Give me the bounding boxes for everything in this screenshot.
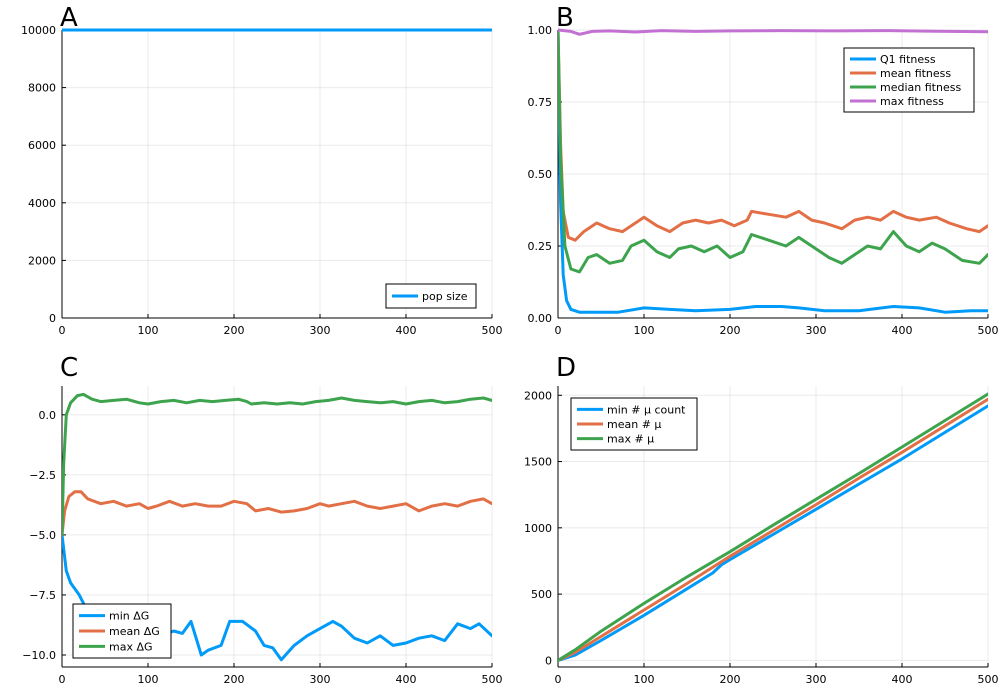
legend-entry: pop size: [422, 290, 468, 303]
y-tick-label: 2000: [524, 389, 552, 402]
x-tick-label: 0: [59, 324, 66, 337]
y-tick-label: −5.0: [29, 529, 56, 542]
series-line-min-count: [558, 404, 988, 662]
x-tick-label: 200: [720, 673, 741, 686]
y-tick-label: −10.0: [22, 649, 56, 662]
x-tick-label: 400: [892, 673, 913, 686]
x-tick-label: 100: [138, 673, 159, 686]
x-tick-label: 100: [634, 673, 655, 686]
legend: pop size: [385, 283, 477, 309]
series-line-median-fitness: [558, 28, 988, 274]
x-tick-label: 300: [806, 673, 827, 686]
x-tick-label: 400: [396, 673, 417, 686]
panel-d: D 0 100 200 300 400 500 0 500 1000 1500 2000 min # μ…: [524, 353, 999, 686]
panel-a: A 0 100 200 300 400 500 0 2000 4000 6000 8000 10000 p…: [21, 3, 503, 337]
x-tick-label: 200: [224, 324, 245, 337]
x-tick-label: 500: [978, 324, 999, 337]
series-line-max-fitness: [558, 28, 988, 36]
panel-label: D: [556, 353, 576, 383]
x-tick-label: 0: [555, 324, 562, 337]
y-tick-label: 4000: [28, 197, 56, 210]
y-tick-label: 1500: [524, 456, 552, 469]
legend-entry: mean fitness: [880, 67, 951, 80]
series-line-mean-: [558, 397, 988, 662]
legend-entry: median fitness: [880, 81, 961, 94]
y-tick-label: 6000: [28, 139, 56, 152]
legend-entry: mean ΔG: [109, 625, 160, 638]
panel-b: B 0 100 200 300 400 500 0.00 0.25 0.50 0.75 1.00 Q1 …: [528, 3, 999, 337]
x-tick-label: 400: [396, 324, 417, 337]
y-tick-label: 10000: [21, 24, 56, 37]
legend-entry: min # μ count: [607, 403, 686, 416]
series-line-mean-fitness: [558, 28, 988, 242]
y-tick-label: 0: [49, 312, 56, 325]
x-tick-label: 300: [310, 324, 331, 337]
x-tick-label: 200: [720, 324, 741, 337]
y-tick-label: 0: [545, 654, 552, 667]
x-tick-label: 100: [138, 324, 159, 337]
panel-label: C: [60, 353, 78, 383]
x-tick-label: 400: [892, 324, 913, 337]
y-tick-label: 0.75: [528, 96, 553, 109]
series-line-mean-g: [62, 490, 492, 537]
panel-c: C 0 100 200 300 400 500 −10.0 −7.5 −5.0 −2.5 0.0 min…: [22, 353, 502, 686]
y-tick-label: −2.5: [29, 469, 56, 482]
y-tick-label: 0.0: [39, 409, 57, 422]
x-tick-label: 300: [310, 673, 331, 686]
legend-entry: max fitness: [880, 95, 944, 108]
series-line-q1-fitness: [558, 28, 988, 314]
legend: min ΔG mean ΔG max ΔG: [72, 603, 172, 659]
legend-entry: Q1 fitness: [880, 53, 936, 66]
x-tick-label: 300: [806, 324, 827, 337]
y-tick-label: 1000: [524, 522, 552, 535]
x-tick-label: 500: [978, 673, 999, 686]
x-tick-label: 0: [59, 673, 66, 686]
y-tick-label: 0.25: [528, 240, 553, 253]
panel-label: A: [60, 3, 78, 33]
y-tick-label: 2000: [28, 254, 56, 267]
series-line-max-: [558, 392, 988, 662]
x-tick-label: 0: [555, 673, 562, 686]
legend-entry: max # μ: [607, 433, 654, 446]
x-tick-label: 500: [482, 324, 503, 337]
x-tick-label: 100: [634, 324, 655, 337]
x-tick-label: 200: [224, 673, 245, 686]
y-tick-label: 0.50: [528, 168, 553, 181]
y-tick-label: 8000: [28, 82, 56, 95]
series-line-max-g: [62, 392, 492, 537]
y-tick-label: 0.00: [528, 312, 553, 325]
legend-entry: max ΔG: [109, 640, 153, 653]
legend: min # μ count mean # μ max # μ: [570, 397, 698, 451]
legend-entry: mean # μ: [607, 418, 661, 431]
legend-entry: min ΔG: [109, 610, 149, 623]
panel-label: B: [556, 3, 574, 33]
y-tick-label: 500: [531, 588, 552, 601]
x-tick-label: 500: [482, 673, 503, 686]
y-tick-label: −7.5: [29, 589, 56, 602]
y-tick-label: 1.00: [528, 24, 553, 37]
